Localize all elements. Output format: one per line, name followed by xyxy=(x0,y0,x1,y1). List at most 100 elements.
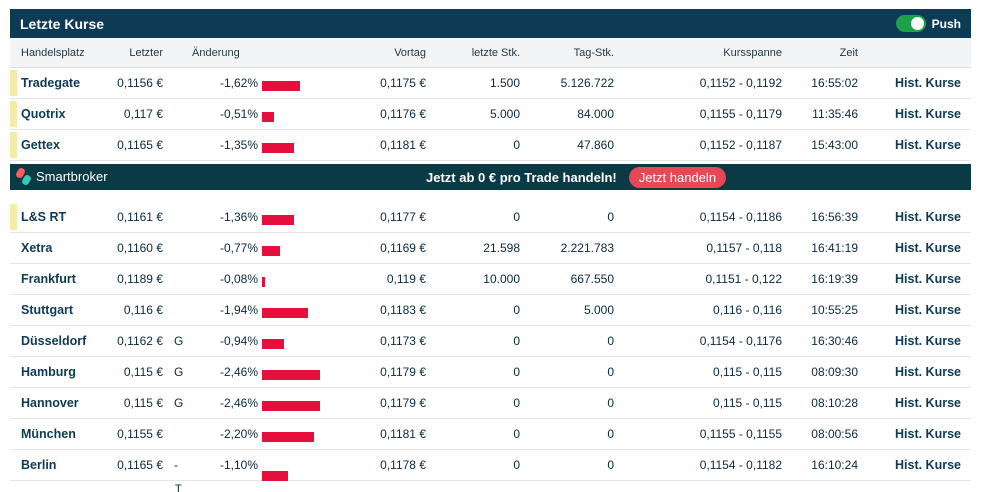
highlight-marker xyxy=(10,204,17,230)
change-percent: -1,62% xyxy=(219,76,258,90)
change-bar-cell xyxy=(262,388,332,418)
change-bar xyxy=(262,246,281,256)
last-volume: 0 xyxy=(513,210,520,224)
col-header-last-volume: letzte Stk. xyxy=(471,46,520,59)
exchange-link[interactable]: Gettex xyxy=(21,138,60,152)
exchange-link[interactable]: Düsseldorf xyxy=(21,334,87,348)
exchange-link[interactable]: Berlin xyxy=(21,458,57,472)
historical-quotes-link[interactable]: Hist. Kurse xyxy=(895,210,961,224)
col-header-prev: Vortag xyxy=(394,46,426,59)
exchange-link[interactable]: Xetra xyxy=(21,241,53,255)
price-flag: G xyxy=(174,396,184,410)
change-bar xyxy=(262,370,320,380)
day-volume: 0 xyxy=(607,396,614,410)
last-volume: 0 xyxy=(513,427,520,441)
col-header-day-volume: Tag-Stk. xyxy=(573,46,614,59)
last-price: 0,1162 € xyxy=(117,334,163,348)
exchange-link[interactable]: München xyxy=(21,427,76,441)
quote-rows-top: Tradegate 0,1156 € -1,62% 0,1175 € 1.500 5.12… xyxy=(10,68,971,161)
price-flag: - xyxy=(174,458,178,472)
historical-quotes-link[interactable]: Hist. Kurse xyxy=(895,241,961,255)
last-volume: 0 xyxy=(513,138,520,152)
exchange-link[interactable]: Tradegate xyxy=(21,76,81,90)
table-row: Hannover 0,115 € G -2,46% 0,1179 € 0 0 0,115 - … xyxy=(10,388,971,419)
change-percent: -1,35% xyxy=(219,138,258,152)
table-row: Quotrix 0,117 € -0,51% 0,1176 € 5.000 84.000 0… xyxy=(10,99,971,130)
push-toggle[interactable] xyxy=(895,15,926,32)
price-range: 0,1151 - 0,122 xyxy=(705,272,782,286)
last-price: 0,115 € xyxy=(123,396,163,410)
historical-quotes-link[interactable]: Hist. Kurse xyxy=(895,138,961,152)
historical-quotes-link[interactable]: Hist. Kurse xyxy=(895,365,961,379)
price-range: 0,116 - 0,116 xyxy=(713,303,782,317)
day-volume: 0 xyxy=(607,458,614,472)
table-row: Gettex 0,1165 € -1,35% 0,1181 € 0 47.860 0,115… xyxy=(10,130,971,161)
day-volume: 5.126.722 xyxy=(560,76,614,90)
price-flag: G xyxy=(174,334,184,348)
quote-time: 08:10:28 xyxy=(811,396,858,410)
change-percent: -2,20% xyxy=(219,427,258,441)
price-range: 0,1152 - 0,1187 xyxy=(699,138,782,152)
col-header-range: Kursspanne xyxy=(723,46,782,59)
day-volume: 0 xyxy=(607,334,614,348)
change-percent: -1,36% xyxy=(219,210,258,224)
day-volume: 667.550 xyxy=(570,272,614,286)
toggle-knob xyxy=(910,17,924,30)
price-range: 0,1155 - 0,1155 xyxy=(699,427,782,441)
historical-quotes-link[interactable]: Hist. Kurse xyxy=(895,427,961,441)
historical-quotes-link[interactable]: Hist. Kurse xyxy=(895,396,961,410)
col-header-change: Änderung xyxy=(192,46,240,59)
day-volume: 5.000 xyxy=(583,303,614,317)
last-volume: 0 xyxy=(513,396,520,410)
smartbroker-logo: Smartbroker xyxy=(14,166,108,187)
table-row: Hamburg 0,115 € G -2,46% 0,1179 € 0 0 0,115 - 0… xyxy=(10,357,971,388)
exchange-link[interactable]: Hamburg xyxy=(21,365,76,379)
exchange-link[interactable]: Hannover xyxy=(21,396,79,410)
table-row: Berlin 0,1165 € - -1,10% 0,1178 € 0 0 0,1154 - … xyxy=(10,450,971,481)
previous-close: 0,1179 € xyxy=(380,396,426,410)
change-bar xyxy=(262,81,301,91)
change-bar xyxy=(262,277,265,287)
smartbroker-banner[interactable]: Smartbroker Jetzt ab 0 € pro Trade hande… xyxy=(10,164,971,190)
day-volume: 0 xyxy=(607,427,614,441)
change-bar xyxy=(262,432,314,442)
exchange-link[interactable]: Stuttgart xyxy=(21,303,74,317)
promo-text: Jetzt ab 0 € pro Trade handeln! xyxy=(426,169,617,185)
highlight-marker xyxy=(10,101,17,127)
push-toggle-group[interactable]: Push xyxy=(895,15,961,32)
change-bar xyxy=(262,143,294,153)
historical-quotes-link[interactable]: Hist. Kurse xyxy=(895,107,961,121)
exchange-link[interactable]: Frankfurt xyxy=(21,272,76,286)
day-volume: 2.221.783 xyxy=(560,241,614,255)
table-header: Handelsplatz Letzter Änderung Vortag let… xyxy=(10,38,971,68)
trade-now-button[interactable]: Jetzt handeln xyxy=(628,166,727,188)
change-bar-cell xyxy=(262,295,332,325)
push-label: Push xyxy=(931,16,961,31)
exchange-link[interactable]: L&S RT xyxy=(21,210,67,224)
quotes-panel: Letzte Kurse Push Handelsplatz Letzter Ä… xyxy=(10,9,971,481)
price-range: 0,1157 - 0,118 xyxy=(706,241,782,255)
historical-quotes-link[interactable]: Hist. Kurse xyxy=(895,272,961,286)
historical-quotes-link[interactable]: Hist. Kurse xyxy=(895,334,961,348)
last-volume: 0 xyxy=(513,458,520,472)
day-volume: 0 xyxy=(607,210,614,224)
price-range: 0,1154 - 0,1176 xyxy=(699,334,782,348)
previous-close: 0,1173 € xyxy=(380,334,426,348)
historical-quotes-link[interactable]: Hist. Kurse xyxy=(895,303,961,317)
quote-rows-bottom: L&S RT 0,1161 € -1,36% 0,1177 € 0 0 0,1154 - 0… xyxy=(10,202,971,481)
last-price: 0,1161 € xyxy=(117,210,163,224)
change-bar xyxy=(262,471,288,481)
quote-time: 08:09:30 xyxy=(811,365,858,379)
col-header-last: Letzter xyxy=(129,46,163,59)
previous-close: 0,1178 € xyxy=(380,458,426,472)
col-header-place: Handelsplatz xyxy=(21,46,85,59)
historical-quotes-link[interactable]: Hist. Kurse xyxy=(895,458,961,472)
exchange-link[interactable]: Quotrix xyxy=(21,107,66,121)
change-percent: -2,46% xyxy=(219,396,258,410)
change-percent: -1,10% xyxy=(219,458,258,472)
price-range: 0,1154 - 0,1186 xyxy=(699,210,782,224)
smartbroker-brand: Smartbroker xyxy=(36,169,108,184)
historical-quotes-link[interactable]: Hist. Kurse xyxy=(895,76,961,90)
change-bar xyxy=(262,308,308,318)
change-bar-cell xyxy=(262,357,332,387)
